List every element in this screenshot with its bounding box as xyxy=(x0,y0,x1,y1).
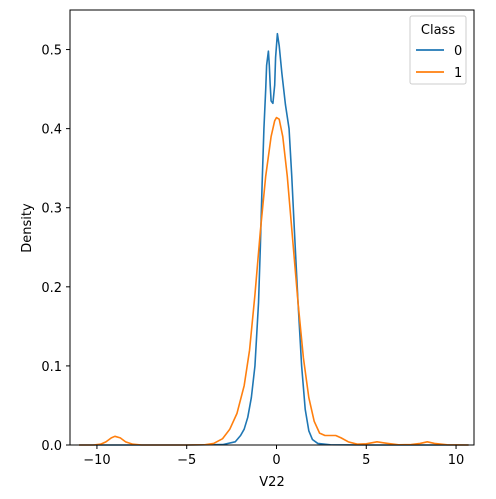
legend: Class 01 xyxy=(409,15,467,85)
x-tick-label: −10 xyxy=(83,453,110,468)
legend-label-1: 1 xyxy=(454,66,462,81)
x-axis: −10 −5 0 5 10 xyxy=(83,445,464,468)
y-tick-label: 0.3 xyxy=(41,202,62,217)
x-tick-label: 10 xyxy=(448,453,465,468)
x-tick-label: 5 xyxy=(362,453,370,468)
x-axis-label: V22 xyxy=(259,475,284,490)
legend-entries: 01 xyxy=(416,44,462,81)
series-line-0 xyxy=(78,32,469,446)
plot-frame xyxy=(69,9,475,446)
legend-title: Class xyxy=(421,23,455,38)
y-tick-label: 0.5 xyxy=(41,44,62,59)
x-tick-label: 0 xyxy=(272,453,280,468)
y-tick-label: 0.0 xyxy=(41,439,62,454)
y-tick-label: 0.1 xyxy=(41,360,62,375)
series-line-1 xyxy=(78,116,469,446)
plot-area xyxy=(69,9,475,446)
legend-label-0: 0 xyxy=(454,44,462,59)
series-layer xyxy=(78,32,469,446)
y-tick-label: 0.2 xyxy=(41,281,62,296)
y-tick-label: 0.4 xyxy=(41,123,62,138)
y-axis: 0.0 0.1 0.2 0.3 0.4 0.5 xyxy=(41,44,70,454)
y-axis-label: Density xyxy=(20,203,35,253)
x-tick-label: −5 xyxy=(177,453,196,468)
